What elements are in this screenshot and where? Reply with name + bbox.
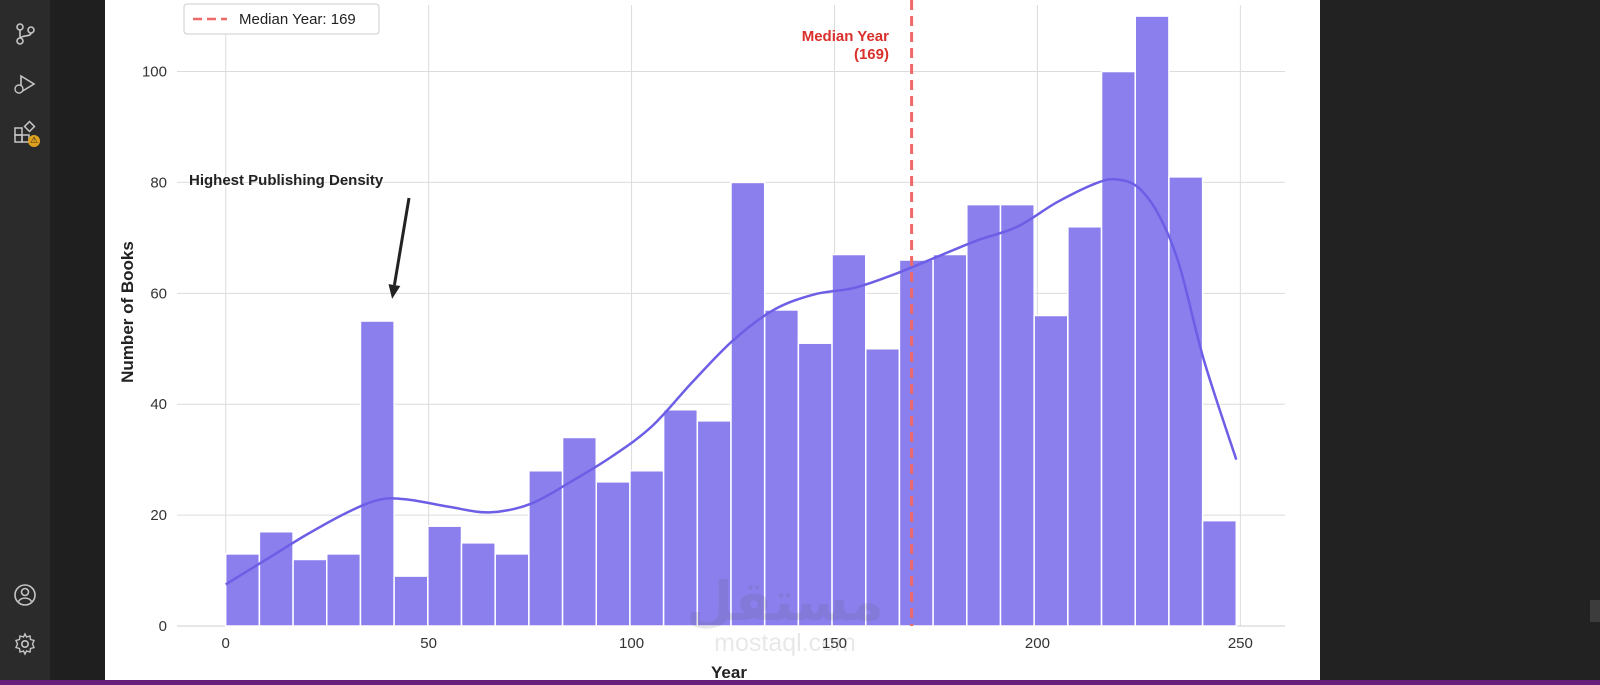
density-arrowhead-icon xyxy=(388,284,401,299)
density-arrow xyxy=(392,197,411,286)
kde-curve-group xyxy=(225,177,1238,586)
warning-badge-icon: ⚠ xyxy=(28,135,40,147)
x-tick-label: 250 xyxy=(1228,635,1253,652)
chart-output: 0 50 100 150 200 250 0 20 40 60 80 100 مستقل mostaq… xyxy=(105,0,1320,680)
histogram-bar xyxy=(898,259,934,627)
histogram-bar xyxy=(831,253,867,627)
x-tick-label: 150 xyxy=(822,635,847,652)
watermark-latin: mostaql.com xyxy=(714,629,856,657)
histogram-bar xyxy=(1201,519,1238,627)
median-annotation-value: (169) xyxy=(854,46,889,63)
y-tick-label: 20 xyxy=(150,507,167,524)
x-tick-label: 100 xyxy=(619,635,644,652)
run-debug-icon[interactable] xyxy=(12,71,38,97)
histogram-bar xyxy=(966,203,1002,627)
extensions-icon[interactable]: ⚠ xyxy=(12,119,40,147)
legend-median-label: Median Year: 169 xyxy=(239,11,356,28)
legend: Median Year: 169 xyxy=(183,3,380,35)
median-annotation: Median Year (169) xyxy=(802,28,889,63)
y-tick-label: 100 xyxy=(142,64,167,81)
x-tick-label: 0 xyxy=(222,635,230,652)
y-tick-label: 60 xyxy=(150,285,167,302)
source-control-icon[interactable] xyxy=(12,21,38,47)
x-tick-label: 50 xyxy=(420,635,437,652)
histogram-bar xyxy=(662,409,699,627)
histogram-bar xyxy=(224,553,261,627)
histogram-bar xyxy=(326,553,362,627)
x-axis-label: Year xyxy=(711,663,747,680)
histogram-bar xyxy=(696,420,732,627)
activity-bar: ⚠ xyxy=(0,0,50,685)
watermark-arabic: مستقل xyxy=(686,572,884,632)
histogram-bar xyxy=(730,181,766,627)
histogram-bar xyxy=(1067,226,1103,627)
histogram-bar xyxy=(999,203,1035,627)
histogram-bar xyxy=(932,253,968,627)
histogram-bar xyxy=(427,525,463,627)
kde-curve xyxy=(225,177,1238,586)
settings-gear-icon[interactable] xyxy=(12,631,38,657)
editor-gutter xyxy=(50,0,105,685)
histogram-bar xyxy=(1100,70,1136,627)
density-annotation-text: Highest Publishing Density xyxy=(189,172,384,189)
histogram-bar xyxy=(494,553,530,627)
median-annotation-title: Median Year xyxy=(802,28,889,45)
account-icon[interactable] xyxy=(12,582,38,608)
y-tick-label: 80 xyxy=(150,174,167,191)
histogram-chart: 0 50 100 150 200 250 0 20 40 60 80 100 مستقل mostaq… xyxy=(118,0,1285,680)
watermark: مستقل mostaql.com xyxy=(686,572,884,657)
histogram-bar xyxy=(359,320,395,627)
histogram-bars xyxy=(224,15,1238,627)
histogram-bar xyxy=(292,558,328,627)
y-tick-label: 40 xyxy=(150,396,167,413)
x-tick-label: 200 xyxy=(1025,635,1050,652)
histogram-bar xyxy=(528,470,564,627)
histogram-bar xyxy=(595,481,631,627)
tick-labels: 0 50 100 150 200 250 0 20 40 60 80 100 xyxy=(142,64,1253,652)
density-annotation: Highest Publishing Density xyxy=(189,172,411,299)
histogram-bar xyxy=(1168,176,1204,627)
y-axis-label: Number of Books xyxy=(118,241,137,383)
scrollbar-thumb[interactable] xyxy=(1590,600,1600,622)
histogram-bar xyxy=(629,470,665,627)
status-bar xyxy=(0,680,1600,685)
histogram-bar xyxy=(1033,314,1069,627)
histogram-bar xyxy=(763,309,800,627)
y-tick-label: 0 xyxy=(159,618,167,635)
histogram-bar xyxy=(460,542,496,627)
histogram-bar xyxy=(561,436,598,627)
histogram-bar xyxy=(393,575,429,627)
histogram-bar xyxy=(1134,15,1170,627)
legend-box xyxy=(183,3,380,35)
right-panel xyxy=(1320,0,1600,685)
